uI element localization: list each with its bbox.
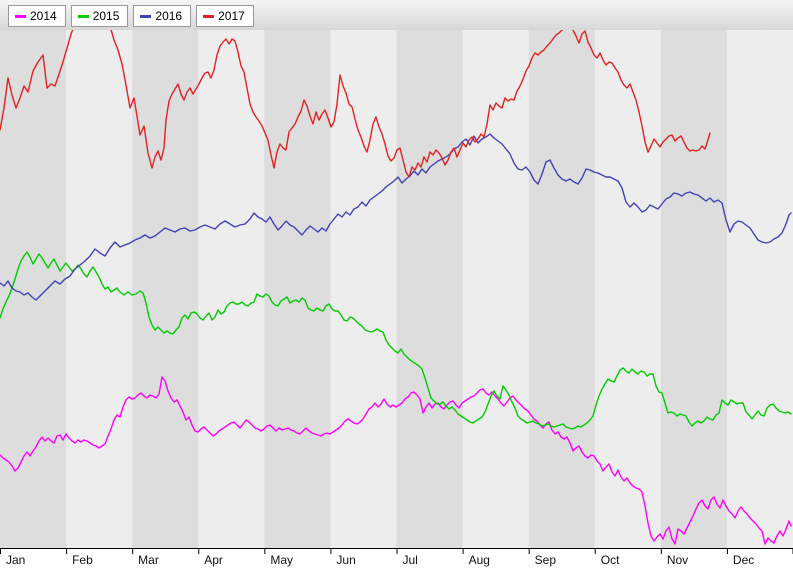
legend-label: 2015: [92, 9, 120, 23]
month-band-Mar: [132, 30, 199, 548]
legend-dash-icon: [203, 14, 215, 18]
month-label-Feb: Feb: [72, 553, 93, 567]
series-line-2016: [0, 133, 792, 301]
month-band-Feb: [66, 30, 133, 548]
month-band-Sep: [528, 30, 596, 548]
legend-chip-2016[interactable]: 2016: [133, 5, 192, 27]
month-bands: [0, 30, 793, 548]
series-line-2017: [0, 30, 711, 178]
month-label-Jun: Jun: [336, 553, 355, 567]
month-label-Oct: Oct: [601, 553, 620, 567]
month-band-Oct: [594, 30, 662, 548]
x-axis: Jan Feb Mar Apr May Jun Jul Aug Sep Oct Nov Dec: [0, 548, 793, 567]
series-lines: [0, 30, 792, 545]
legend-dash-icon: [15, 14, 26, 18]
month-band-Dec: [726, 30, 793, 548]
legend-dash-icon: [140, 14, 152, 18]
month-label-Aug: Aug: [469, 553, 490, 567]
month-band-Jul: [396, 30, 464, 548]
month-label-Dec: Dec: [733, 553, 754, 567]
legend-chip-2017[interactable]: 2017: [196, 5, 254, 27]
month-band-Apr: [198, 30, 265, 548]
legend-label: 2017: [218, 9, 245, 23]
month-label-Nov: Nov: [667, 553, 688, 567]
month-band-Jun: [330, 30, 397, 548]
legend-label: 2014: [30, 9, 57, 23]
legend-label: 2016: [155, 9, 183, 23]
month-label-Jul: Jul: [403, 553, 418, 567]
month-band-May: [264, 30, 331, 548]
legend-chip-2015[interactable]: 2015: [70, 5, 129, 27]
month-label-Jan: Jan: [6, 553, 25, 567]
legend-dash-icon: [77, 14, 89, 18]
month-label-May: May: [270, 553, 293, 567]
chart-header-strip: [0, 0, 793, 30]
legend: 2014 2015 2016 2017: [8, 5, 254, 27]
month-band-Nov: [660, 30, 728, 548]
month-band-Aug: [462, 30, 530, 548]
month-label-Mar: Mar: [138, 553, 159, 567]
month-label-Apr: Apr: [204, 553, 223, 567]
series-line-2015: [0, 251, 792, 430]
legend-chip-2014[interactable]: 2014: [8, 5, 66, 27]
series-line-2014: [0, 376, 792, 545]
month-band-Jan: [0, 30, 67, 548]
month-label-Sep: Sep: [535, 553, 557, 567]
